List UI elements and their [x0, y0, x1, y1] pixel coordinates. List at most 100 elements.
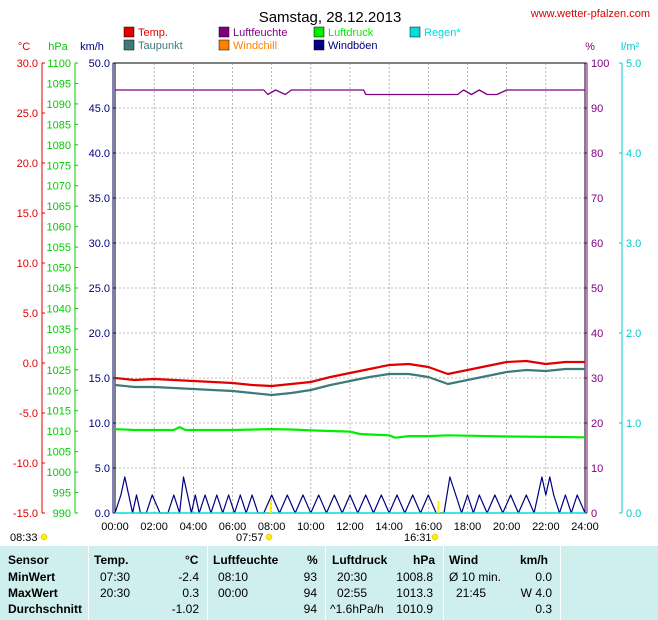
humidity-tick-label: 70: [591, 193, 603, 205]
pressure-tick-label: 1010: [47, 426, 71, 438]
pressure-tick-label: 1040: [47, 303, 71, 315]
pressure-tick-label: 1085: [47, 119, 71, 131]
x-axis-labels: 00:00 02:00 04:00 06:00 08:00 10:00 12:00 14:00…: [101, 521, 599, 533]
x-tick-label: 20:00: [493, 521, 521, 533]
grid: [115, 63, 585, 513]
pressure-tick-label: 1070: [47, 181, 71, 193]
pressure-tick-label: 1100: [47, 58, 71, 70]
humidity-tick-label: 100: [591, 58, 609, 70]
pressure-tick-label: 1095: [47, 78, 71, 90]
row-temp-val: -2.4: [178, 570, 199, 584]
row-hum-time: 08:10: [218, 570, 249, 584]
temp-tick-label: 20.0: [17, 158, 38, 170]
legend-label: Windböen: [328, 40, 378, 52]
wind-tick-label: 30.0: [89, 238, 110, 250]
legend-swatch: [218, 26, 230, 38]
legend-label: Taupunkt: [138, 40, 183, 52]
rain-tick-label: 3.0: [626, 238, 641, 250]
row-wind-val: W 4.0: [520, 586, 552, 600]
rain-tick-label: 1.0: [626, 418, 641, 430]
sunset-time-label: 16:31: [404, 532, 432, 544]
temp-tick-label: -10.0: [13, 458, 38, 470]
rain-unit-label: l/m²: [621, 41, 640, 53]
humidity-tick-label: 50: [591, 283, 603, 295]
legend-label: Windchill: [233, 40, 277, 52]
row-wind-label: 21:45: [456, 586, 487, 600]
th-hum: Luftfeuchte: [213, 553, 279, 567]
legend-swatch: [123, 39, 135, 51]
legend-swatch: [123, 26, 135, 38]
legend-label: Regen*: [424, 27, 461, 39]
wind-tick-label: 35.0: [89, 193, 110, 205]
pressure-tick-label: 990: [53, 508, 71, 520]
row-label: MaxWert: [8, 586, 58, 600]
row-press-val: 1013.3: [396, 586, 433, 600]
row-wind-val: 0.0: [535, 570, 552, 584]
pressure-tick-label: 1020: [47, 385, 71, 397]
x-tick-label: 16:00: [415, 521, 443, 533]
pressure-tick-label: 1015: [47, 406, 71, 418]
humidity-tick-label: 40: [591, 328, 603, 340]
humidity-tick-label: 90: [591, 103, 603, 115]
rain-tick-label: 4.0: [626, 148, 641, 160]
legend-label: Luftdruck: [328, 27, 374, 39]
wind-tick-label: 45.0: [89, 103, 110, 115]
rain-tick-label: 0.0: [626, 508, 641, 520]
x-tick-label: 06:00: [219, 521, 247, 533]
th-sensor: Sensor: [8, 553, 49, 567]
wind-tick-label: 0.0: [95, 508, 110, 520]
th-press: Luftdruck: [332, 553, 388, 567]
wind-tick-label: 15.0: [89, 373, 110, 385]
sunrise-time-label: 07:57: [236, 532, 264, 544]
legend-swatch: [218, 39, 230, 51]
x-tick-label: 24:00: [571, 521, 599, 533]
row-hum-val: 94: [303, 602, 317, 616]
pressure-unit-label: hPa: [48, 41, 68, 53]
series-line-temp: [114, 359, 585, 388]
summary-table: Sensor Temp. °C Luftfeuchte % Luftdruck …: [0, 546, 658, 620]
pressure-tick-label: 1045: [47, 283, 71, 295]
row-temp-val: 0.3: [182, 586, 199, 600]
row-label: Durchschnitt: [8, 602, 83, 616]
series-line-luftdruck: [114, 426, 586, 439]
th-temp: Temp.: [94, 553, 129, 567]
series: [114, 89, 586, 514]
pressure-tick-label: 995: [53, 488, 71, 500]
row-press-time: 02:55: [337, 586, 368, 600]
pressure-tick-label: 1025: [47, 365, 71, 377]
site-link[interactable]: www.wetter-pfalzen.com: [530, 8, 650, 20]
row-press-time: ^1.6hPa/h: [330, 602, 384, 616]
temp-tick-label: 10.0: [17, 258, 38, 270]
temp-tick-label: 5.0: [23, 308, 38, 320]
table-divider: [443, 546, 444, 620]
legend-label: Temp.: [138, 27, 168, 39]
pressure-tick-label: 1080: [47, 140, 71, 152]
humidity-tick-label: 80: [591, 148, 603, 160]
wind-tick-label: 20.0: [89, 328, 110, 340]
wind-tick-label: 10.0: [89, 418, 110, 430]
row-hum-time: 00:00: [218, 586, 249, 600]
pressure-tick-label: 1000: [47, 467, 71, 479]
row-press-time: 20:30: [337, 570, 368, 584]
pressure-tick-label: 1060: [47, 222, 71, 234]
temp-tick-label: 0.0: [23, 358, 38, 370]
x-tick-label: 08:00: [258, 521, 286, 533]
series-line-taupunkt: [114, 367, 585, 397]
humidity-unit-label: %: [585, 41, 595, 53]
table-divider: [88, 546, 89, 620]
series-line-windböen: [114, 476, 586, 514]
x-tick-label: 14:00: [375, 521, 403, 533]
legend-label: Luftfeuchte: [233, 27, 287, 39]
sun-icon: [265, 533, 273, 541]
humidity-tick-label: 0: [591, 508, 597, 520]
table-divider: [560, 546, 561, 620]
humidity-tick-label: 20: [591, 418, 603, 430]
x-tick-label: 10:00: [297, 521, 325, 533]
chart-title: Samstag, 28.12.2013: [259, 9, 402, 26]
pressure-tick-label: 1030: [47, 344, 71, 356]
pressure-tick-label: 1035: [47, 324, 71, 336]
x-tick-label: 00:00: [101, 521, 129, 533]
humidity-tick-label: 60: [591, 238, 603, 250]
row-hum-val: 93: [303, 570, 317, 584]
wind-tick-label: 25.0: [89, 283, 110, 295]
